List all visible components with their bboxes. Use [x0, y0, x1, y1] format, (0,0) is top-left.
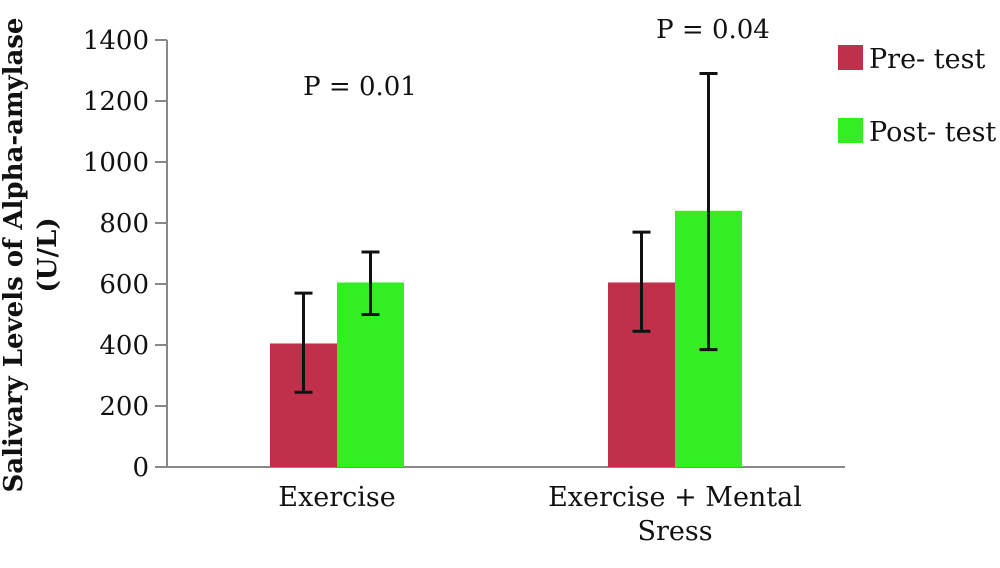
y-tick-label: 1200	[83, 87, 149, 117]
category-label: Sress	[637, 516, 712, 547]
y-tick-label: 0	[132, 453, 149, 483]
category-label: Exercise	[278, 482, 395, 513]
y-axis-title-unit: (U/L)	[33, 217, 63, 292]
p-value-exercise: P = 0.01	[303, 72, 417, 102]
y-tick-label: 1000	[83, 148, 149, 178]
y-tick-label: 200	[99, 392, 149, 422]
legend-swatch-pre-test	[838, 45, 863, 70]
p-value-exercise-mental-stress: P = 0.04	[656, 15, 770, 45]
bars	[270, 210, 742, 468]
legend-swatch-post-test	[838, 118, 863, 143]
y-tick-label: 400	[99, 331, 149, 361]
y-tick-label: 800	[99, 209, 149, 239]
legend-label-post-test: Post- test	[869, 117, 996, 148]
y-ticks: 0 200 400 600 800 1000 1200 1400	[83, 26, 167, 483]
category-label: Exercise + Mental	[548, 482, 802, 513]
legend-label-pre-test: Pre- test	[869, 44, 985, 75]
error-bars	[294, 72, 718, 394]
y-axis-title: Salivary Levels of Alpha-amylase	[0, 18, 29, 493]
y-tick-label: 1400	[83, 26, 149, 56]
legend: Pre- test Post- test	[838, 44, 996, 148]
y-tick-label: 600	[99, 270, 149, 300]
